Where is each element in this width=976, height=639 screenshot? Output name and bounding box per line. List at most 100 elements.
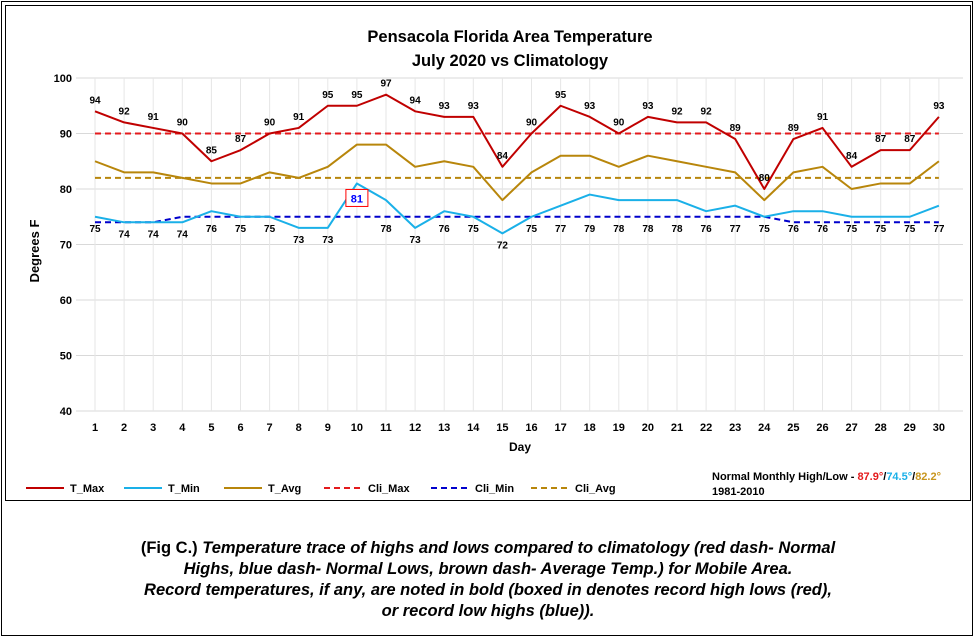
normals-high: 87.9°	[857, 471, 883, 483]
data-label-tmax: 85	[206, 145, 218, 156]
data-label-tmax: 90	[264, 118, 276, 129]
data-label-tmin: 79	[584, 224, 596, 235]
data-label-tmax: 94	[410, 95, 422, 106]
data-label-tmax: 95	[322, 90, 334, 101]
series-line-t-max	[94, 93, 940, 190]
normals-period: 1981-2010	[712, 486, 765, 498]
data-label-tmin: 78	[613, 224, 625, 235]
x-tick-label: 30	[933, 422, 945, 434]
data-label-tmin: 74	[119, 229, 131, 240]
data-label-tmin: 76	[439, 224, 451, 235]
x-tick-label: 22	[700, 422, 712, 434]
chart-panel: Pensacola Florida Area Temperature July …	[5, 5, 971, 501]
data-label-tmin: 75	[846, 224, 858, 235]
data-label-tmin: 77	[555, 224, 567, 235]
legend-item-t-max: T_Max	[26, 483, 105, 495]
x-tick-label: 20	[642, 422, 654, 434]
normals-sep2: /	[912, 471, 915, 483]
x-tick-label: 23	[729, 422, 741, 434]
data-label-tmax: 97	[380, 79, 392, 90]
caption-line-3: Record temperatures, if any, are noted i…	[144, 581, 832, 599]
x-tick-label: 3	[150, 422, 156, 434]
data-label-tmin: 75	[875, 224, 887, 235]
x-tick-label: 8	[296, 422, 302, 434]
data-label-tmin: 75	[904, 224, 916, 235]
data-label-tmin: 73	[410, 235, 422, 246]
normals-note: Normal Monthly High/Low - 87.9°/74.5°/82…	[712, 471, 941, 498]
normals-label: Normal Monthly High/Low -	[712, 471, 857, 483]
y-tick-label: 60	[60, 295, 72, 307]
data-label-tmax: 91	[293, 112, 305, 123]
legend-label: T_Max	[70, 483, 105, 495]
x-tick-label: 26	[816, 422, 828, 434]
caption-line-2: Highs, blue dash- Normal Lows, brown das…	[183, 560, 793, 578]
data-label-tmin: 75	[468, 224, 480, 235]
x-tick-label: 28	[875, 422, 887, 434]
data-label-tmin: 76	[701, 224, 713, 235]
x-tick-label: 14	[467, 422, 480, 434]
x-tick-label: 7	[267, 422, 273, 434]
data-label-tmin: 75	[264, 224, 276, 235]
x-tick-labels: 1 2 3 4 5 6 7 8 9 10 11 12 13 14 15 16 17 18 19 20 21 22 23 24 2…	[92, 422, 945, 434]
legend-item-cli-min: Cli_Min	[431, 483, 514, 495]
x-tick-label: 25	[787, 422, 799, 434]
temperature-chart: Pensacola Florida Area Temperature July …	[26, 28, 963, 498]
svg-text:Normal Monthly High/Low - 87.9: Normal Monthly High/Low - 87.9°/74.5°/82…	[712, 471, 941, 483]
data-label-tmin: 76	[817, 224, 829, 235]
x-tick-label: 15	[496, 422, 508, 434]
legend-item-t-avg: T_Avg	[224, 483, 301, 495]
data-label-tmin: 75	[89, 224, 101, 235]
data-label-tmin: 78	[380, 224, 392, 235]
data-label-tmax: 80	[759, 173, 771, 184]
record-boxes: 81	[345, 188, 369, 207]
x-tick-label: 19	[613, 422, 625, 434]
data-label-tmax: 90	[613, 118, 625, 129]
record-value: 81	[351, 193, 363, 205]
data-labels: 94 92 91 90 85 87 90 91 95 95 97 94 93 93 84 90 95 93 90 93…	[89, 79, 944, 252]
y-tick-label: 90	[60, 129, 72, 141]
data-label-tmax: 84	[497, 151, 509, 162]
data-label-tmin: 74	[177, 229, 189, 240]
x-axis-label: Day	[509, 440, 531, 454]
data-label-tmax: 84	[846, 151, 858, 162]
data-label-tmax: 92	[671, 106, 683, 117]
data-label-tmax: 92	[701, 106, 713, 117]
data-label-tmax: 93	[642, 101, 654, 112]
x-tick-label: 16	[525, 422, 537, 434]
data-label-tmax: 91	[817, 112, 829, 123]
data-label-tmax: 94	[89, 95, 101, 106]
normals-low: 74.5°	[886, 471, 912, 483]
data-label-tmin: 73	[293, 235, 305, 246]
data-label-tmax: 87	[904, 134, 916, 145]
data-label-tmax: 93	[584, 101, 596, 112]
x-tick-label: 18	[584, 422, 596, 434]
data-label-tmax: 92	[119, 106, 131, 117]
legend-label: Cli_Avg	[575, 483, 616, 495]
legend-label: T_Min	[168, 483, 200, 495]
x-tick-label: 4	[179, 422, 186, 434]
data-label-tmax: 91	[148, 112, 160, 123]
x-tick-label: 27	[845, 422, 857, 434]
data-label-tmin: 75	[526, 224, 538, 235]
x-tick-label: 21	[671, 422, 683, 434]
x-tick-label: 24	[758, 422, 771, 434]
series-lines	[94, 93, 940, 235]
y-tick-label: 50	[60, 351, 72, 363]
data-label-tmin: 74	[148, 229, 160, 240]
legend-label: Cli_Min	[475, 483, 514, 495]
series-line-t-avg	[94, 143, 940, 202]
x-tick-label: 1	[92, 422, 98, 434]
data-label-tmin: 76	[206, 224, 218, 235]
legend-item-cli-max: Cli_Max	[324, 483, 410, 495]
y-tick-label: 40	[60, 406, 72, 418]
data-label-tmin: 78	[671, 224, 683, 235]
grid-lines	[76, 77, 963, 412]
legend-label: Cli_Max	[368, 483, 410, 495]
chart-subtitle: July 2020 vs Climatology	[412, 52, 609, 70]
x-tick-label: 9	[325, 422, 331, 434]
caption-text-1: Temperature trace of highs and lows comp…	[197, 539, 836, 557]
data-label-tmax: 87	[875, 134, 887, 145]
data-label-tmin: 73	[322, 235, 334, 246]
caption-fig-label: (Fig C.)	[140, 539, 198, 557]
